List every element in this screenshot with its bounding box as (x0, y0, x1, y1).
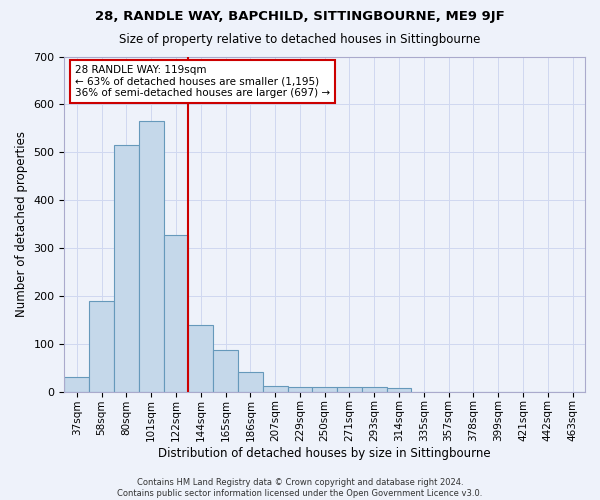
Bar (313, 388, 337, 392)
Bar (337, 388, 362, 392)
Bar (114, 145, 139, 392)
Bar (238, 372, 263, 392)
Y-axis label: Number of detached properties: Number of detached properties (15, 131, 28, 317)
Bar (188, 324, 213, 392)
Bar (164, 235, 188, 392)
Bar (362, 387, 386, 392)
Text: Contains HM Land Registry data © Crown copyright and database right 2024.
Contai: Contains HM Land Registry data © Crown c… (118, 478, 482, 498)
Bar (89, 300, 114, 392)
Bar (386, 388, 412, 392)
Bar (64, 378, 89, 392)
Bar (139, 121, 164, 392)
Bar (287, 388, 313, 392)
Text: Size of property relative to detached houses in Sittingbourne: Size of property relative to detached ho… (119, 32, 481, 46)
Bar (263, 386, 287, 392)
Text: 28 RANDLE WAY: 119sqm
← 63% of detached houses are smaller (1,195)
36% of semi-d: 28 RANDLE WAY: 119sqm ← 63% of detached … (75, 65, 330, 98)
X-axis label: Distribution of detached houses by size in Sittingbourne: Distribution of detached houses by size … (158, 447, 491, 460)
Text: 28, RANDLE WAY, BAPCHILD, SITTINGBOURNE, ME9 9JF: 28, RANDLE WAY, BAPCHILD, SITTINGBOURNE,… (95, 10, 505, 23)
Bar (213, 350, 238, 392)
